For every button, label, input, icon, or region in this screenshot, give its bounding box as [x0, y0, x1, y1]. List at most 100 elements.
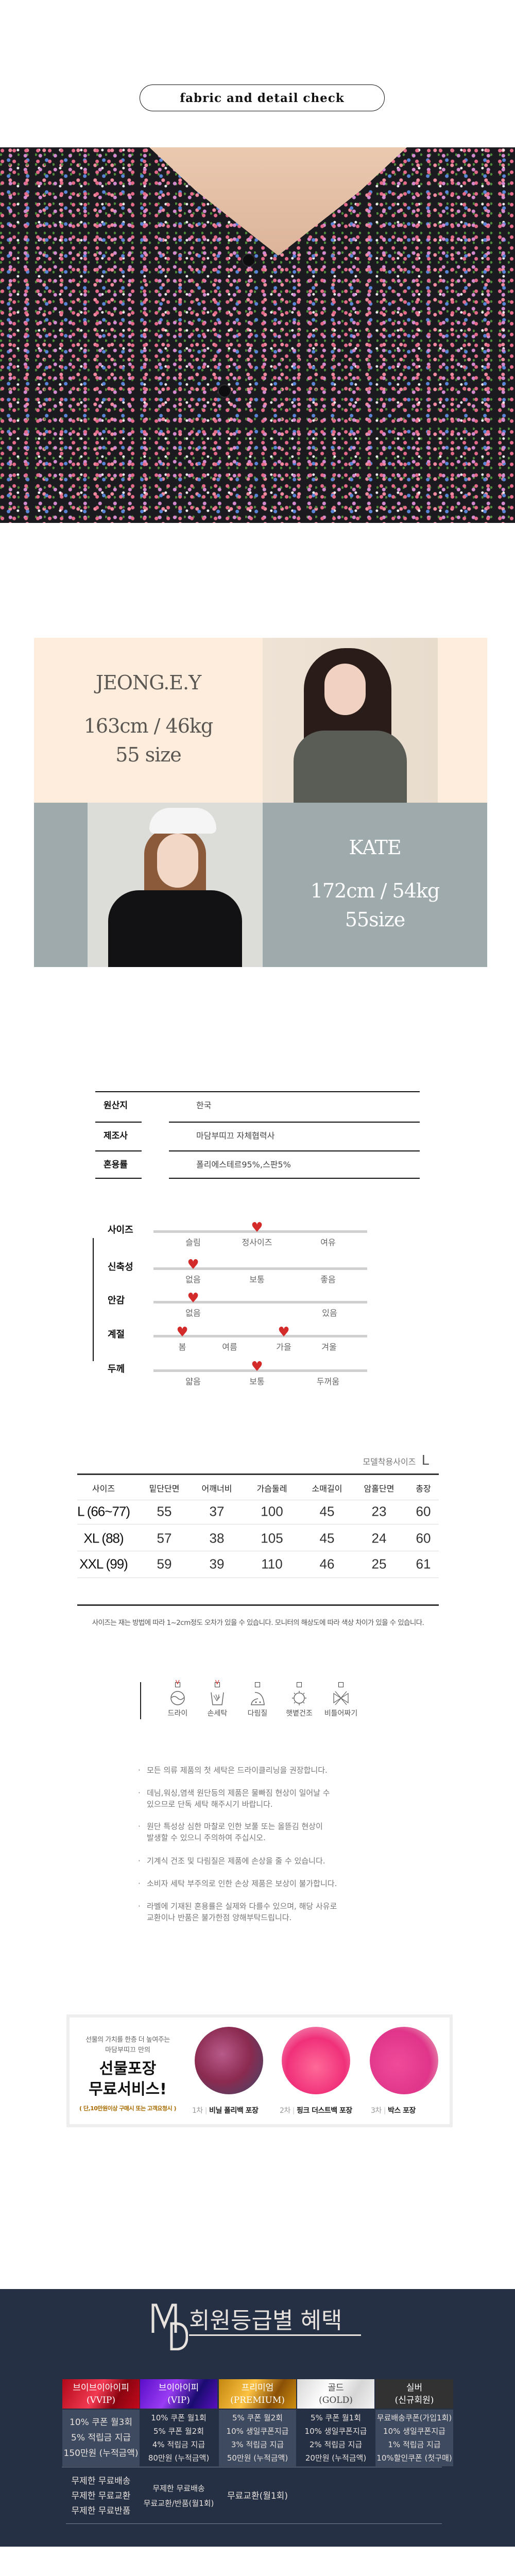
row-divider [95, 1122, 142, 1123]
shirt-button [242, 253, 255, 267]
section-title-pill: fabric and detail check [140, 84, 385, 111]
tier-code: (VIP) [167, 2395, 190, 2405]
heart-marker-icon: ♥ [251, 1359, 263, 1375]
benefit-line: 2% 적립금 지급 [309, 2440, 363, 2449]
row-divider [95, 1178, 142, 1179]
fabric-info-value: 한국 [196, 1100, 212, 1110]
care-note: · 모든 의류 제품의 첫 세탁은 드라이클리닝을 권장합니다. [138, 1765, 457, 1776]
care-note: · 원단 특성상 심한 마찰로 인한 보풀 또는 올뜯김 현상이 발생할 수 있으니… [138, 1821, 457, 1843]
gift-option-caption: 2차 | 핑크 더스트백 포장 [280, 2105, 352, 2115]
size-table-header: 사이즈 [92, 1484, 115, 1494]
size-table-header: 소매길이 [312, 1484, 342, 1494]
benefit-line: 20만원 (누적금액) [305, 2453, 367, 2463]
size-value-cell: 25 [371, 1556, 387, 1572]
benefit-line: 10% 생일쿠폰지급 [226, 2427, 289, 2436]
gift-option-step: 1차 [192, 2107, 203, 2115]
benefit-line: 50만원 (누적금액) [227, 2453, 288, 2463]
scale-option: 좋음 [320, 1275, 336, 1284]
model-info: JEONG.E.Y 163cm / 46kg 55 size KATE 172c… [34, 638, 487, 967]
gift-option-label: 박스 포장 [388, 2107, 416, 2115]
gift-intro: 마담부띠끄 만의 [105, 2046, 150, 2054]
scale-option: 가을 [276, 1342, 291, 1352]
heart-marker-icon: ♥ [278, 1325, 290, 1340]
model-name: KATE [349, 836, 401, 859]
bullet: · [138, 1879, 141, 1888]
gift-option-caption: 3차 | 박스 포장 [371, 2105, 416, 2115]
checkbox [297, 1682, 302, 1687]
row-divider [169, 1150, 420, 1151]
check-mark-icon: V [176, 1679, 180, 1686]
fabric-info-value: 마담부띠끄 자체협력사 [196, 1131, 275, 1141]
care-item-1: V 드라이 [160, 1679, 196, 1718]
extra-benefit-line: 무제한 무료반품 [71, 2505, 131, 2516]
size-table-bottom-border [77, 1604, 439, 1606]
tier-badge: 실버 (신규회원) [375, 2379, 453, 2409]
separator: | [204, 2107, 208, 2115]
size-value-cell: 60 [416, 1503, 431, 1519]
care-label: 햇볕건조 [286, 1709, 313, 1718]
scale-option: 두꺼움 [316, 1377, 340, 1386]
checkbox [255, 1682, 260, 1687]
bullet: · [138, 1788, 141, 1798]
heart-marker-icon: ♥ [176, 1325, 188, 1340]
extra-benefit-line: 무제한 무료배송 [71, 2476, 131, 2486]
care-note-line: 모든 의류 제품의 첫 세탁은 드라이클리닝을 권장합니다. [147, 1766, 328, 1775]
bullet: · [138, 1856, 141, 1866]
gift-option-caption: 1차 | 비닐 폴리백 포장 [192, 2105, 259, 2115]
tier-code: (신규회원) [394, 2395, 434, 2405]
size-table-header: 가슴둘레 [256, 1484, 287, 1494]
size-value-cell: 46 [319, 1556, 335, 1572]
scale-option: 봄 [178, 1342, 186, 1352]
scale-option: 보통 [249, 1275, 265, 1284]
benefit-line: 10%할인쿠폰 (첫구매) [376, 2453, 452, 2463]
characteristic-scale-bar [153, 1369, 367, 1372]
checkbox-checked: V [215, 1679, 220, 1687]
tier-code: (VVIP) [87, 2395, 115, 2405]
row-divider [169, 1178, 420, 1179]
gift-option-step: 3차 [371, 2107, 382, 2115]
care-note: · 라벨에 기재된 혼용률은 실제와 다를수 있으며, 해당 사유로 교환이나 반품… [138, 1901, 457, 1923]
checkbox [338, 1682, 344, 1687]
hand-wash-icon [210, 1690, 225, 1706]
fabric-info-table: 원산지 한국 제조사 마담부띠끄 자체협력사 혼용률 폴리에스테르95%,스판5% [95, 1091, 420, 1179]
check-mark-icon: V [215, 1679, 219, 1686]
table-top-border [95, 1091, 420, 1092]
model-photo [88, 803, 263, 967]
tier-benefits: 5% 쿠폰 월2회 10% 생일쿠폰지급 3% 적립금 지급 50만원 (누적금액) [219, 2410, 296, 2466]
dry-clean-icon [170, 1690, 185, 1706]
model-size-label: 모델착용사이즈 [363, 1457, 416, 1467]
no-wring-icon [333, 1690, 349, 1706]
tier-extra-benefits: 무제한 무료배송 무료교환/반품(월1회) [140, 2470, 217, 2522]
scale-option: 정사이즈 [242, 1238, 272, 1247]
model-stats: 163cm / 46kg [83, 715, 214, 737]
heart-marker-icon: ♥ [251, 1220, 263, 1235]
size-value-cell: 24 [371, 1530, 387, 1546]
benefit-line: 10% 생일쿠폰지급 [383, 2427, 445, 2436]
size-value-cell: 55 [157, 1503, 172, 1519]
care-note-line: 발생할 수 있으니 주의하여 주십시오. [147, 1833, 266, 1842]
size-value-cell: 59 [157, 1556, 172, 1572]
model-name: JEONG.E.Y [95, 671, 201, 694]
characteristic-label: 사이즈 [108, 1225, 133, 1235]
characteristic-scale-bar [153, 1267, 367, 1270]
scale-option: 없음 [185, 1275, 201, 1284]
characteristic-label: 계절 [108, 1329, 125, 1340]
separator: | [292, 2107, 295, 2115]
care-item-2: V 손세탁 [199, 1679, 235, 1718]
fabric-info-value: 폴리에스테르95%,스판5% [196, 1160, 291, 1170]
care-note-line: 있으므로 단독 세탁 해주시기 바랍니다. [147, 1800, 273, 1809]
section-title: fabric and detail check [180, 91, 345, 105]
scale-option: 여유 [320, 1238, 336, 1247]
size-table-header: 어깨너비 [201, 1484, 232, 1494]
divider [93, 1238, 94, 1361]
row-divider [169, 1122, 420, 1123]
care-note-line: 원단 특성상 심한 마찰로 인한 보풀 또는 올뜯김 현상이 [147, 1822, 323, 1831]
care-item-3: 다림질 [239, 1682, 276, 1718]
model-size: 55 size [115, 743, 182, 766]
size-value-cell: 45 [319, 1530, 335, 1546]
model-size-value: L [421, 1453, 430, 1468]
sun-dry-icon [291, 1690, 307, 1706]
iron-icon [250, 1690, 265, 1706]
size-value-cell: 57 [157, 1530, 172, 1546]
